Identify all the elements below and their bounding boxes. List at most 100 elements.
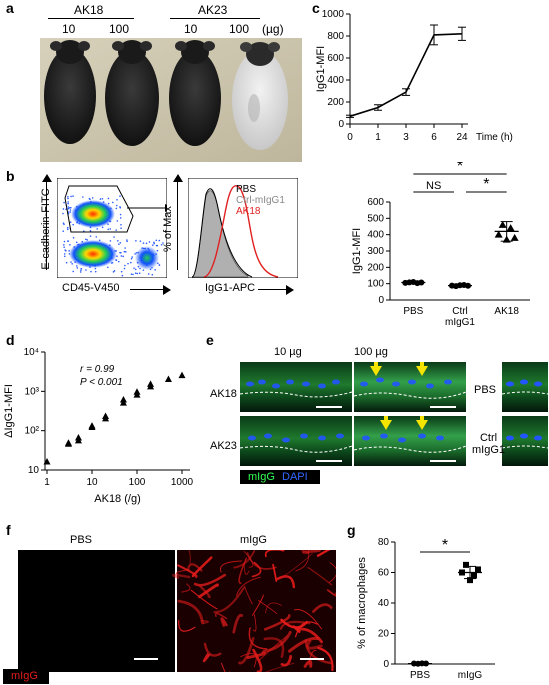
x-tick-label: 6 — [431, 132, 437, 143]
title-migg: mIgG — [240, 534, 267, 546]
flow-event — [72, 223, 75, 226]
flow-event — [145, 242, 148, 245]
flow-event — [136, 272, 139, 275]
data-point — [64, 439, 72, 446]
fiber — [317, 646, 334, 672]
data-point — [43, 457, 51, 465]
hist-x-axis-label: IgG1-APC — [205, 282, 256, 294]
flow-event — [135, 239, 137, 242]
y-tick-label: 800 — [327, 31, 344, 42]
flow-event — [124, 247, 126, 249]
arrow-up-icon — [173, 174, 183, 182]
fiber — [199, 585, 211, 599]
flow-event — [138, 272, 141, 275]
flow-event — [151, 273, 154, 276]
flow-event — [118, 243, 120, 246]
dose-label: 100 — [109, 22, 130, 36]
fiber — [272, 563, 278, 582]
x-tick-label: PBS — [403, 306, 423, 317]
fiber — [214, 612, 228, 620]
fiber — [181, 583, 191, 593]
y-tick-label: 400 — [367, 230, 384, 241]
legend-migg-red: mIgG — [11, 670, 38, 682]
flow-event — [66, 228, 69, 231]
flow-event — [67, 197, 69, 200]
fiber — [243, 563, 250, 575]
y-tick-label: 60 — [378, 568, 390, 579]
flow-event — [67, 211, 70, 213]
panel-label-a: a — [6, 0, 14, 16]
y-tick-label: 400 — [327, 75, 344, 86]
sig-label: * — [457, 162, 463, 175]
y-tick-label: 10 — [28, 465, 40, 476]
flow-event — [113, 236, 115, 238]
x-tick-label: Ctrl — [452, 306, 468, 317]
fiber — [235, 576, 261, 597]
flow-event — [155, 239, 158, 242]
fiber — [301, 550, 322, 554]
flow-event — [63, 223, 65, 226]
flow-event — [67, 206, 70, 208]
dose-unit: (µg) — [262, 22, 284, 36]
x-tick-label: 1000 — [171, 477, 194, 488]
flow-x-arrow — [130, 289, 165, 290]
title-pbs: PBS — [70, 534, 93, 546]
data-point — [467, 577, 473, 584]
data-point — [510, 233, 519, 241]
arrow-right-icon — [286, 285, 294, 295]
y-tick-label: 600 — [367, 197, 384, 208]
sig-label: * — [483, 176, 489, 193]
flow-event — [119, 242, 122, 244]
panel-label-e: e — [206, 332, 214, 348]
flow-event — [125, 251, 127, 253]
flow-event — [115, 207, 118, 210]
flow-event — [76, 267, 79, 269]
y-axis-label: ΔIgG1-MFI — [3, 384, 15, 438]
x-tick-label: mIgG — [458, 670, 483, 681]
flow-event — [131, 256, 134, 258]
flow-event — [122, 255, 124, 258]
chart-c: 0 200 400 600 800 1000 0 1 3 6 24 Time (h) IgG1-MFI — [315, 9, 513, 143]
flow-event — [127, 262, 129, 265]
data-point — [119, 396, 127, 403]
y-tick-label: 10² — [25, 426, 40, 437]
flow-event — [119, 217, 122, 219]
col-label-10ug: 10 µg — [274, 346, 302, 358]
flow-event — [132, 273, 134, 276]
fiber — [306, 639, 323, 650]
flow-event — [64, 249, 66, 251]
flow-event — [116, 220, 119, 222]
fiber — [316, 550, 331, 557]
x-tick-label: 100 — [129, 477, 146, 488]
mice-photo — [40, 38, 302, 162]
histology-controls — [502, 362, 548, 466]
flow-event — [147, 273, 150, 275]
x-tick-label: 3 — [403, 132, 409, 143]
dose-label: 10 — [184, 22, 198, 36]
y-tick-label: 200 — [367, 262, 384, 273]
group-line-ak23 — [170, 18, 260, 19]
panel-b-flow: E-cadherin-FITC CD45-V450 PBS Ctrl-mIgG1… — [0, 168, 345, 328]
y-axis-label: IgG1-MFI — [351, 228, 363, 274]
fiber — [198, 583, 220, 599]
arrow-down-icon — [416, 416, 428, 430]
flow-event — [67, 240, 69, 242]
fiber — [312, 603, 333, 613]
flow-event — [75, 265, 78, 267]
flow-dot-plot — [57, 178, 167, 278]
flow-event — [72, 270, 75, 273]
fiber — [233, 550, 256, 569]
flow-event — [139, 267, 141, 270]
fiber — [232, 613, 244, 634]
y-tick-label: 500 — [367, 213, 384, 224]
flow-event — [89, 235, 92, 237]
flow-event — [95, 236, 98, 238]
data-point — [475, 566, 481, 573]
flow-event — [121, 274, 124, 277]
fiber — [258, 600, 278, 615]
flow-event — [119, 213, 122, 216]
y-tick-label: 80 — [378, 537, 390, 548]
flow-event — [156, 249, 159, 252]
mouse-4-depigmented — [232, 42, 288, 150]
